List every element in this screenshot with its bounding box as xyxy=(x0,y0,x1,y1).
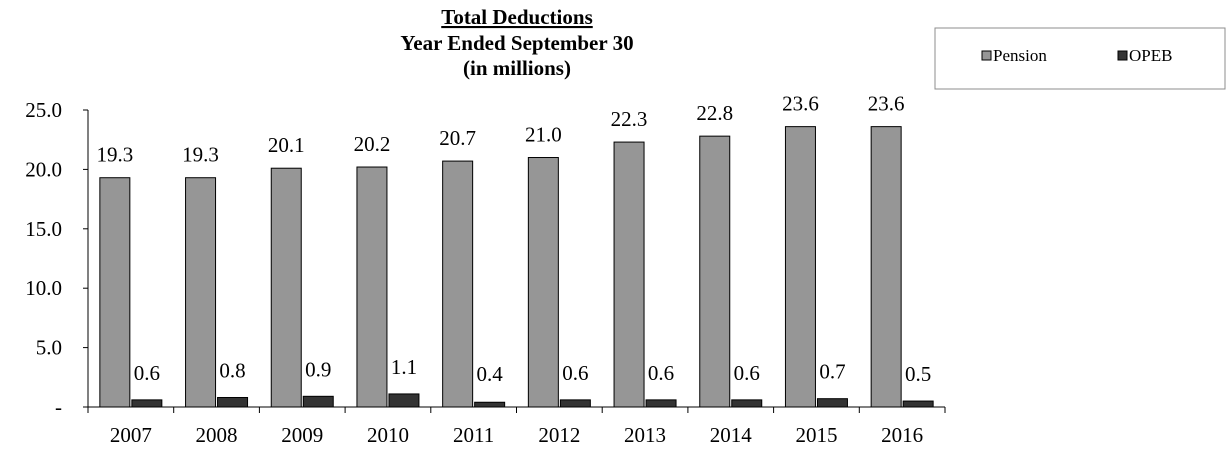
chart-subtitle-2: (in millions) xyxy=(463,56,571,80)
pension-bar xyxy=(99,177,131,408)
pension-data-label: 19.3 xyxy=(96,143,133,167)
opeb-bar xyxy=(816,398,848,408)
pension-bar xyxy=(784,126,816,408)
x-tick-label: 2012 xyxy=(538,423,580,447)
axes: - 5.0 10.0 15.0 20.0 25.0 2007 2008 2009 2010 2011… xyxy=(25,98,946,447)
y-tick-label: 25.0 xyxy=(25,98,62,122)
y-tick-label: 15.0 xyxy=(25,217,62,241)
opeb-legend-swatch xyxy=(1117,50,1128,61)
pension-data-label: 21.0 xyxy=(525,123,562,147)
x-tick-label: 2007 xyxy=(110,423,152,447)
x-tick-label: 2008 xyxy=(196,423,238,447)
pension-data-label: 20.7 xyxy=(439,126,476,150)
opeb-data-label: 0.4 xyxy=(477,362,504,386)
opeb-legend-label: OPEB xyxy=(1129,46,1172,65)
opeb-bar xyxy=(474,401,506,408)
legend-box xyxy=(934,27,1226,90)
pension-legend-label: Pension xyxy=(993,46,1047,65)
pension-data-label: 20.2 xyxy=(354,132,391,156)
opeb-data-label: 0.6 xyxy=(562,361,588,385)
opeb-bar xyxy=(645,399,677,408)
pension-data-label: 20.1 xyxy=(268,133,305,157)
y-tick-label: - xyxy=(55,395,62,419)
pension-data-label: 22.8 xyxy=(696,101,733,125)
opeb-bar xyxy=(302,395,334,408)
x-tick-label: 2011 xyxy=(453,423,494,447)
y-tick-label: 20.0 xyxy=(25,157,62,181)
opeb-bar xyxy=(731,399,763,408)
pension-bar xyxy=(870,126,902,408)
chart-subtitle-1: Year Ended September 30 xyxy=(400,31,633,55)
opeb-data-label: 0.8 xyxy=(219,358,245,382)
x-tick-label: 2015 xyxy=(795,423,837,447)
pension-bar xyxy=(613,141,645,408)
opeb-bar xyxy=(217,396,249,408)
pension-data-label: 19.3 xyxy=(182,143,219,167)
pension-bar xyxy=(356,166,388,408)
pension-bar xyxy=(270,167,302,408)
pension-data-label: 22.3 xyxy=(611,107,648,131)
pension-bar xyxy=(185,177,217,408)
chart-title: Total Deductions Year Ended September 30… xyxy=(400,5,633,80)
opeb-bar xyxy=(131,399,163,408)
y-tick-label: 5.0 xyxy=(36,336,62,360)
opeb-bar xyxy=(559,399,591,408)
x-tick-label: 2014 xyxy=(710,423,753,447)
opeb-data-label: 0.7 xyxy=(819,360,845,384)
pension-data-label: 23.6 xyxy=(868,92,905,116)
pension-bar xyxy=(699,135,731,408)
opeb-data-label: 0.9 xyxy=(305,357,331,381)
y-tick-label: 10.0 xyxy=(25,276,62,300)
x-tick-label: 2016 xyxy=(881,423,923,447)
x-tick-label: 2010 xyxy=(367,423,409,447)
data-labels: 19.3 19.3 20.1 20.2 20.7 21.0 22.3 22.8 23.6 23.6… xyxy=(96,92,931,386)
pension-bar xyxy=(527,157,559,408)
bars xyxy=(99,126,934,408)
pension-data-label: 23.6 xyxy=(782,92,819,116)
opeb-data-label: 0.6 xyxy=(734,361,760,385)
opeb-data-label: 0.6 xyxy=(134,361,160,385)
pension-legend-swatch xyxy=(981,50,992,61)
opeb-data-label: 0.5 xyxy=(905,362,931,386)
opeb-data-label: 0.6 xyxy=(648,361,674,385)
chart-title-text: Total Deductions xyxy=(441,5,593,29)
opeb-bar xyxy=(902,400,934,408)
pension-bar xyxy=(442,160,474,408)
opeb-bar xyxy=(388,393,420,408)
x-tick-label: 2009 xyxy=(281,423,323,447)
opeb-data-label: 1.1 xyxy=(391,355,417,379)
x-tick-label: 2013 xyxy=(624,423,666,447)
legend: Pension OPEB xyxy=(934,27,1226,90)
